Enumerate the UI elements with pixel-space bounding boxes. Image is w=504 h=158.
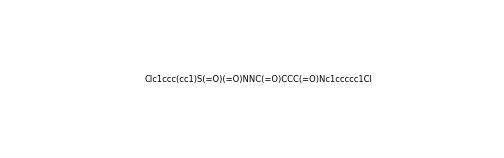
Text: Clc1ccc(cc1)S(=O)(=O)NNC(=O)CCC(=O)Nc1ccccc1Cl: Clc1ccc(cc1)S(=O)(=O)NNC(=O)CCC(=O)Nc1cc… — [144, 75, 372, 84]
